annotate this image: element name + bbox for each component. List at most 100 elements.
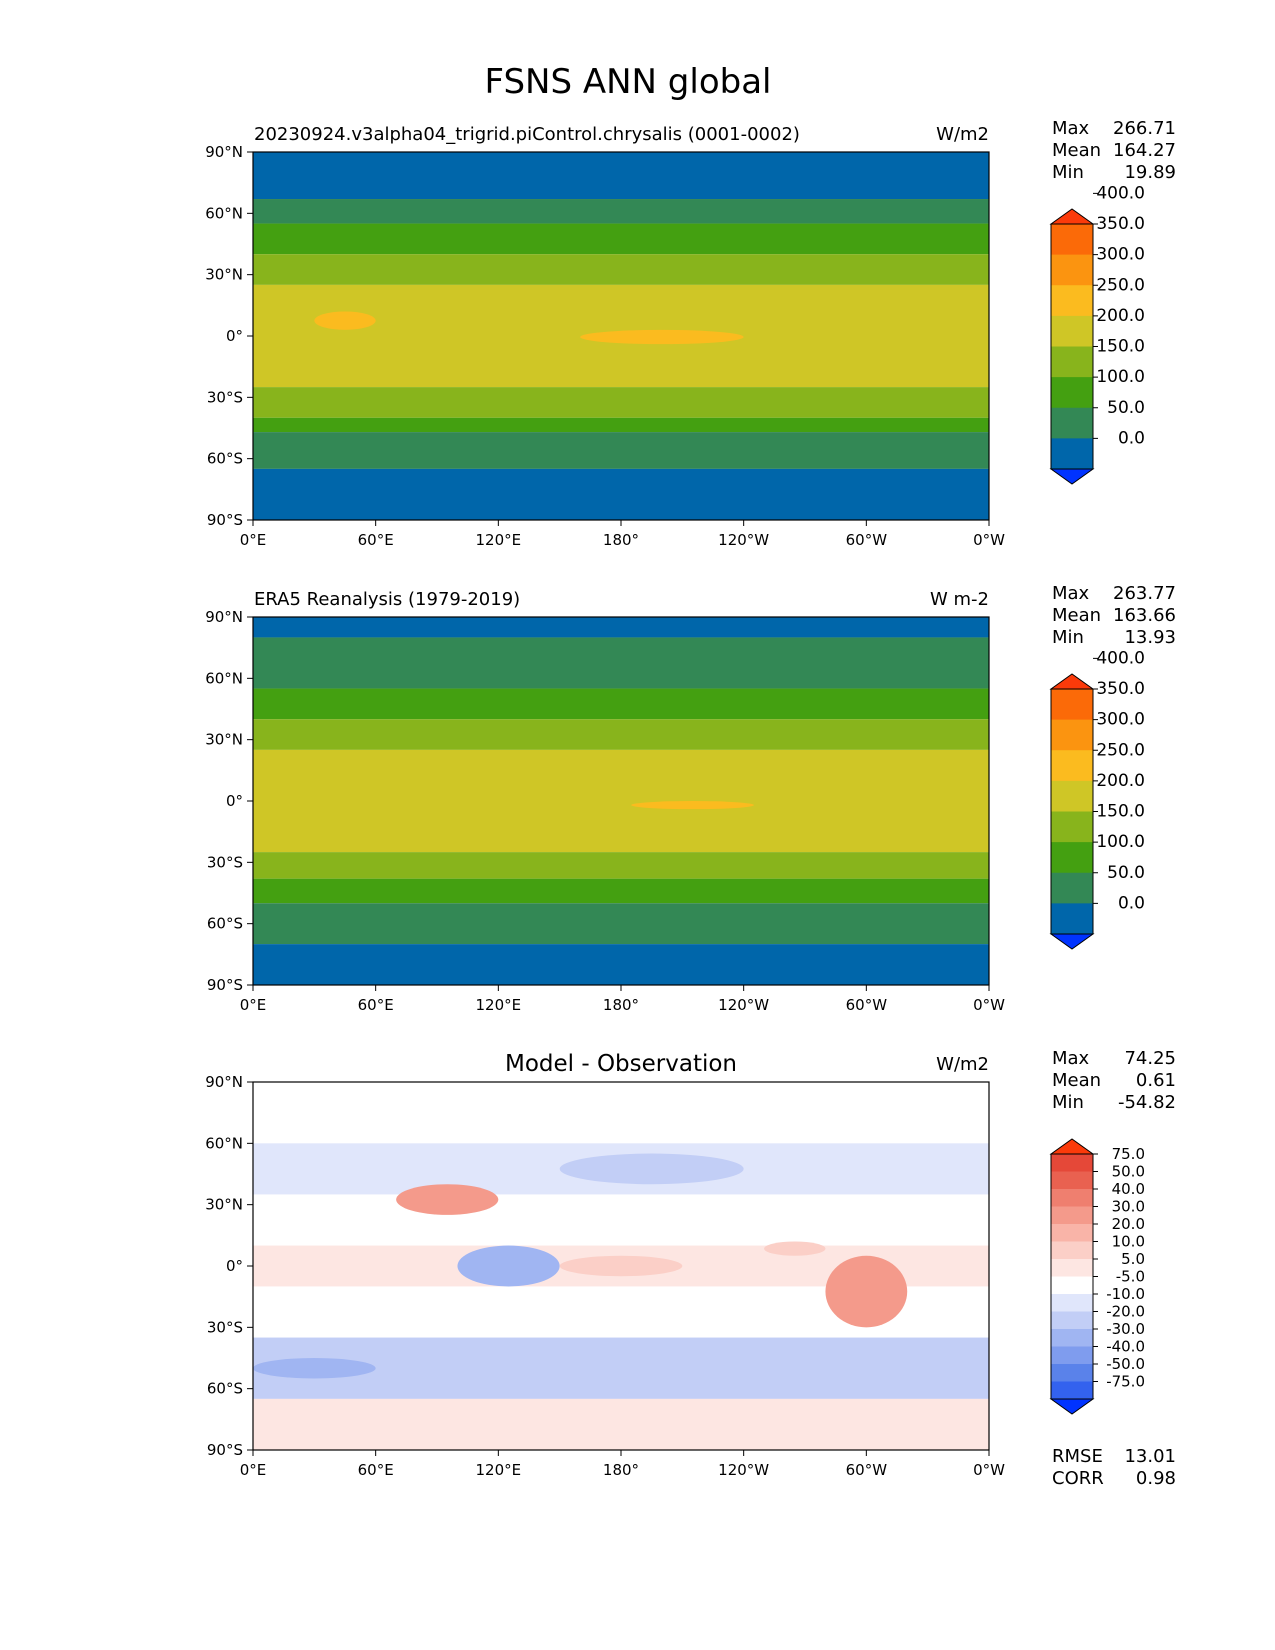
data-patch [764, 1241, 826, 1256]
colorbar-tick-label: 350.0 [1096, 679, 1145, 699]
colorbar-extend-top [1049, 673, 1095, 690]
colorbar-segment [1051, 1171, 1093, 1190]
colorbar-tick-label: 0.0 [1118, 893, 1145, 913]
map-panel-1: 0°E 60°E 120°E 180° 120°W 60°W 0°W 90°N 60°N 30°N… [205, 118, 1176, 549]
colorbar-segment [1051, 719, 1093, 751]
data-band [253, 617, 989, 638]
colorbar-segment [1051, 872, 1093, 904]
y-tick-label: 90°N [205, 1073, 243, 1091]
x-tick-label: 180° [603, 996, 639, 1014]
colorbar-segment [1051, 1224, 1093, 1242]
colorbar-extend-top [1049, 1138, 1095, 1155]
colorbar-segment [1051, 407, 1093, 439]
colorbar-segment [1051, 1189, 1093, 1207]
y-tick-label: 60°N [205, 669, 243, 687]
data-band [253, 688, 989, 720]
colorbar-tick-label: 0.0 [1118, 428, 1145, 448]
data-band [253, 1194, 989, 1246]
colorbar-segment [1051, 285, 1093, 317]
x-tick-label: 120°E [476, 1461, 522, 1479]
colorbar-tick-label: 20.0 [1112, 1215, 1145, 1233]
colorbar-segment [1051, 811, 1093, 843]
data-patch [314, 311, 376, 330]
colorbar: 0.0 50.0 100.0 150.0 200.0 250.0 300.0 350.0 400… [1049, 183, 1145, 485]
x-tick-label: 60°E [358, 1461, 394, 1479]
y-tick-label: 30°N [205, 1196, 243, 1214]
data-band [253, 387, 989, 418]
x-tick-label: 60°E [358, 531, 394, 549]
colorbar-tick-label: 250.0 [1096, 275, 1145, 295]
x-tick-label: 60°E [358, 996, 394, 1014]
panel-units: W m-2 [930, 589, 989, 610]
y-tick-label: 0° [226, 1257, 243, 1275]
stat-value: 164.27 [1113, 140, 1176, 161]
stat-label: Min [1052, 162, 1084, 183]
data-patch [253, 1358, 376, 1379]
panel-title: 20230924.v3alpha04_trigrid.piControl.chr… [254, 124, 800, 145]
data-patch [457, 1245, 560, 1287]
figure-title: FSNS ANN global [485, 62, 772, 102]
data-band [253, 878, 989, 904]
x-tick-label: 180° [603, 1461, 639, 1479]
stat-value: 13.93 [1124, 627, 1176, 648]
y-tick-label: 60°S [207, 915, 243, 933]
y-tick-label: 30°S [207, 388, 243, 406]
colorbar-tick-label: 150.0 [1096, 802, 1145, 822]
y-tick-label: 90°S [207, 976, 243, 994]
stat-label: Max [1052, 583, 1090, 604]
x-tick-label: 180° [603, 531, 639, 549]
stat-value: 19.89 [1124, 162, 1176, 183]
data-band [253, 903, 989, 945]
data-patch [825, 1255, 908, 1328]
data-patch [559, 1153, 744, 1185]
colorbar-segment [1051, 1311, 1093, 1330]
colorbar-segment [1051, 903, 1093, 935]
data-patch [396, 1184, 499, 1215]
colorbar-tick-label: 100.0 [1096, 367, 1145, 387]
colorbar-tick-label: 40.0 [1112, 1180, 1145, 1198]
data-band [253, 432, 989, 469]
colorbar-segment [1051, 1294, 1093, 1312]
colorbar-tick-label: -30.0 [1106, 1320, 1145, 1338]
extra-stat-value: 13.01 [1124, 1446, 1176, 1467]
data-band [253, 1082, 989, 1144]
x-tick-label: 0°E [240, 1461, 267, 1479]
data-patch [631, 801, 754, 810]
extra-stat-label: CORR [1052, 1468, 1104, 1489]
stat-value: 0.61 [1136, 1070, 1176, 1091]
y-tick-label: 0° [226, 327, 243, 345]
y-tick-label: 30°N [205, 266, 243, 284]
colorbar-tick-label: -40.0 [1106, 1338, 1145, 1356]
colorbar-segment [1051, 1241, 1093, 1260]
y-tick-label: 90°S [207, 1441, 243, 1459]
colorbar-extend-bottom [1049, 468, 1095, 485]
data-band [253, 1398, 989, 1450]
x-tick-label: 60°W [846, 1461, 888, 1479]
colorbar: 0.0 50.0 100.0 150.0 200.0 250.0 300.0 350.0 400… [1049, 648, 1145, 950]
x-tick-label: 120°E [476, 531, 522, 549]
data-band [253, 944, 989, 985]
stat-value: 163.66 [1113, 605, 1176, 626]
x-tick-label: 120°W [718, 996, 769, 1014]
colorbar-segment [1051, 1329, 1093, 1347]
panel-units: W/m2 [936, 124, 989, 145]
colorbar-segment [1051, 438, 1093, 470]
extra-stat-value: 0.98 [1136, 1468, 1176, 1489]
x-tick-label: 0°W [973, 1461, 1005, 1479]
stat-value: 263.77 [1113, 583, 1176, 604]
colorbar-segment [1051, 689, 1093, 721]
colorbar-segment [1051, 842, 1093, 874]
y-tick-label: 60°N [205, 204, 243, 222]
colorbar-tick-label: -10.0 [1106, 1285, 1145, 1303]
extra-stat-label: RMSE [1052, 1446, 1103, 1467]
colorbar-segment [1051, 224, 1093, 256]
colorbar-segment [1051, 315, 1093, 347]
data-band [253, 719, 989, 750]
colorbar-segment [1051, 1381, 1093, 1400]
colorbar-tick-label: 5.0 [1121, 1250, 1145, 1268]
colorbar-tick-label: 400.0 [1096, 648, 1145, 668]
x-tick-label: 0°W [973, 996, 1005, 1014]
colorbar-tick-label: 300.0 [1096, 245, 1145, 265]
data-band [253, 254, 989, 285]
colorbar-segment [1051, 780, 1093, 812]
